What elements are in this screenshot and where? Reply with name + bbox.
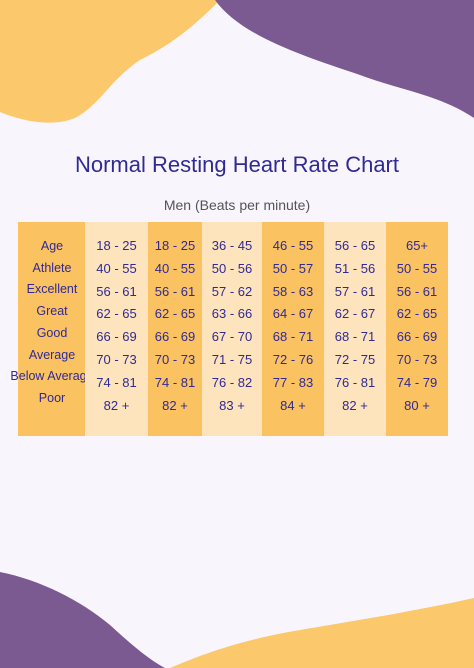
row-label: Great: [36, 304, 68, 319]
table-column: 36 - 45 50 - 56 57 - 62 63 - 66 67 - 70 71 - …: [202, 222, 262, 436]
blob: [170, 598, 474, 668]
table-column: 46 - 55 50 - 57 58 - 63 64 - 67 68 - 71 72 - …: [262, 222, 324, 436]
table-cell: 56 - 61: [154, 283, 196, 299]
row-label: Good: [36, 325, 68, 340]
table-cell: 76 - 81: [334, 374, 376, 390]
table-cell: 71 - 75: [211, 352, 253, 367]
table-column: 65+ 50 - 55 56 - 61 62 - 65 66 - 69 70 - 73 74…: [386, 222, 448, 436]
label-column: Age Athlete Excellent Great Good Average Below…: [10, 222, 94, 436]
table-cell: 36 - 45: [211, 238, 253, 253]
table-cell: 77 - 83: [272, 374, 314, 390]
title: Normal Resting Heart Rate Chart: [74, 152, 399, 177]
blob: [0, 572, 165, 668]
table-cell: 83 +: [219, 397, 245, 413]
table-cell: 18 - 25: [96, 238, 137, 253]
table-cell: 63 - 66: [211, 306, 253, 322]
table-cell: 76 - 82: [211, 374, 253, 390]
table-cell: 50 - 57: [272, 260, 314, 276]
row-label: Average: [28, 347, 76, 362]
table-cell: 40 - 55: [154, 260, 196, 276]
table-cell: 66 - 69: [396, 329, 438, 345]
subtitle: Men (Beats per minute): [163, 197, 311, 213]
table-cell: 56 - 61: [396, 283, 438, 299]
table-cell: 70 - 73: [396, 352, 438, 367]
table-cell: 66 - 69: [154, 329, 196, 345]
table-cell: 62 - 67: [334, 306, 376, 322]
table-cell: 74 - 79: [396, 374, 438, 390]
table-cell: 74 - 81: [96, 374, 137, 390]
row-label: Excellent: [26, 282, 78, 297]
table-cell: 67 - 70: [211, 329, 253, 345]
table-cell: 80 +: [404, 397, 430, 413]
table-cell: 72 - 75: [334, 352, 376, 367]
table-cell: 56 - 61: [96, 283, 137, 299]
table-cell: 40 - 55: [96, 260, 137, 276]
table-cell: 62 - 65: [154, 306, 196, 322]
table-cell: 84 +: [280, 397, 306, 413]
table-cell: 51 - 56: [334, 260, 376, 276]
table-cell: 46 - 55: [272, 238, 314, 253]
row-label: Poor: [38, 390, 66, 405]
table-cell: 82 +: [342, 397, 368, 413]
table-cell: 50 - 55: [396, 260, 438, 276]
table-cell: 70 - 73: [154, 352, 196, 367]
table-column: 18 - 25 40 - 55 56 - 61 62 - 65 66 - 69 70 - …: [148, 222, 202, 436]
table-cell: 68 - 71: [334, 329, 376, 345]
table-cell: 66 - 69: [96, 329, 137, 345]
table-cell: 62 - 65: [396, 306, 438, 322]
table-cell: 58 - 63: [272, 283, 314, 299]
table-cell: 82 +: [162, 397, 188, 413]
table-cell: 57 - 62: [211, 283, 253, 299]
blob: [215, 0, 474, 118]
table-cell: 65+: [405, 238, 429, 253]
table-cell: 18 - 25: [154, 238, 196, 253]
table-cell: 82 +: [103, 397, 130, 413]
row-label: Below Average: [10, 369, 94, 384]
table-column: 56 - 65 51 - 56 57 - 61 62 - 67 68 - 71 72 - …: [324, 222, 386, 436]
table-cell: 68 - 71: [272, 329, 314, 345]
table-cell: 70 - 73: [96, 352, 137, 367]
table-cell: 56 - 65: [334, 238, 376, 253]
row-label: Age: [40, 239, 64, 253]
table-cell: 57 - 61: [334, 283, 376, 299]
table-cell: 72 - 76: [272, 352, 314, 367]
row-label: Athlete: [32, 260, 72, 275]
blob: [0, 0, 220, 123]
table-cell: 74 - 81: [154, 374, 196, 390]
table-column: 18 - 25 40 - 55 56 - 61 62 - 65 66 - 69 70 - …: [85, 222, 148, 436]
table-cell: 50 - 56: [211, 260, 253, 276]
table-cell: 64 - 67: [272, 306, 314, 322]
table-cell: 62 - 65: [96, 306, 137, 322]
